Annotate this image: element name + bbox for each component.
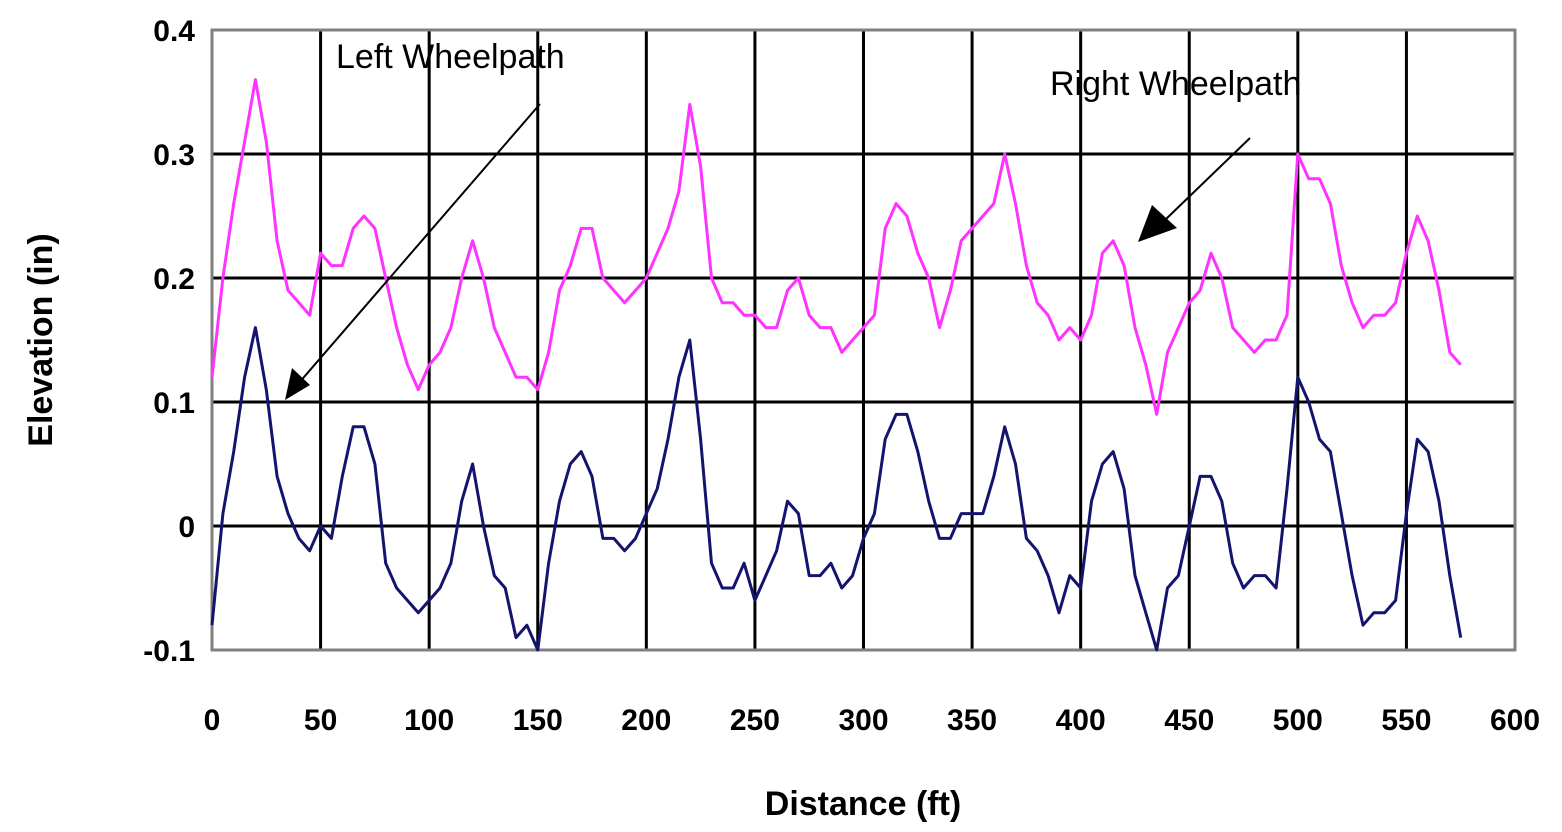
x-tick-label: 0 [204,704,221,737]
annotation-right-arrowhead [1138,205,1177,242]
x-tick-label: 450 [1164,704,1214,737]
series-line-left-wheelpath [210,326,1463,652]
y-tick-label: 0.3 [153,139,195,172]
x-axis-title: Distance (ft) [765,785,961,823]
x-tick-label: 250 [730,704,780,737]
annotation-right-wheelpath: Right Wheelpath [1050,65,1301,103]
x-tick-label: 500 [1273,704,1323,737]
y-tick-labels: -0.1 0 0.1 0.2 0.3 0.4 [143,15,195,668]
series-line-right-wheelpath [210,78,1462,416]
x-tick-label: 550 [1381,704,1431,737]
y-tick-label: 0.4 [153,15,195,48]
x-tick-label: 50 [304,704,337,737]
y-tick-label: 0 [178,511,195,544]
annotation-left-arrow-line [297,103,541,385]
x-tick-label: 200 [621,704,671,737]
x-tick-label: 150 [513,704,563,737]
series-lines [210,78,1463,652]
x-tick-label: 400 [1056,704,1106,737]
annotation-left-arrowhead [285,368,310,400]
y-axis-title: Elevation (in) [22,233,60,446]
x-tick-label: 300 [838,704,888,737]
x-tick-label: 100 [404,704,454,737]
y-tick-label: 0.1 [153,387,195,420]
annotation-right-arrow-line [1164,137,1251,221]
x-tick-labels: 0 50 100 150 200 250 300 350 400 450 500 550 600 [204,704,1540,737]
x-tick-label: 600 [1490,704,1540,737]
annotation-left-wheelpath: Left Wheelpath [336,38,565,76]
y-tick-label: 0.2 [153,263,195,296]
y-tick-label: -0.1 [143,635,195,668]
x-tick-label: 350 [947,704,997,737]
plot-frame [210,28,1517,652]
